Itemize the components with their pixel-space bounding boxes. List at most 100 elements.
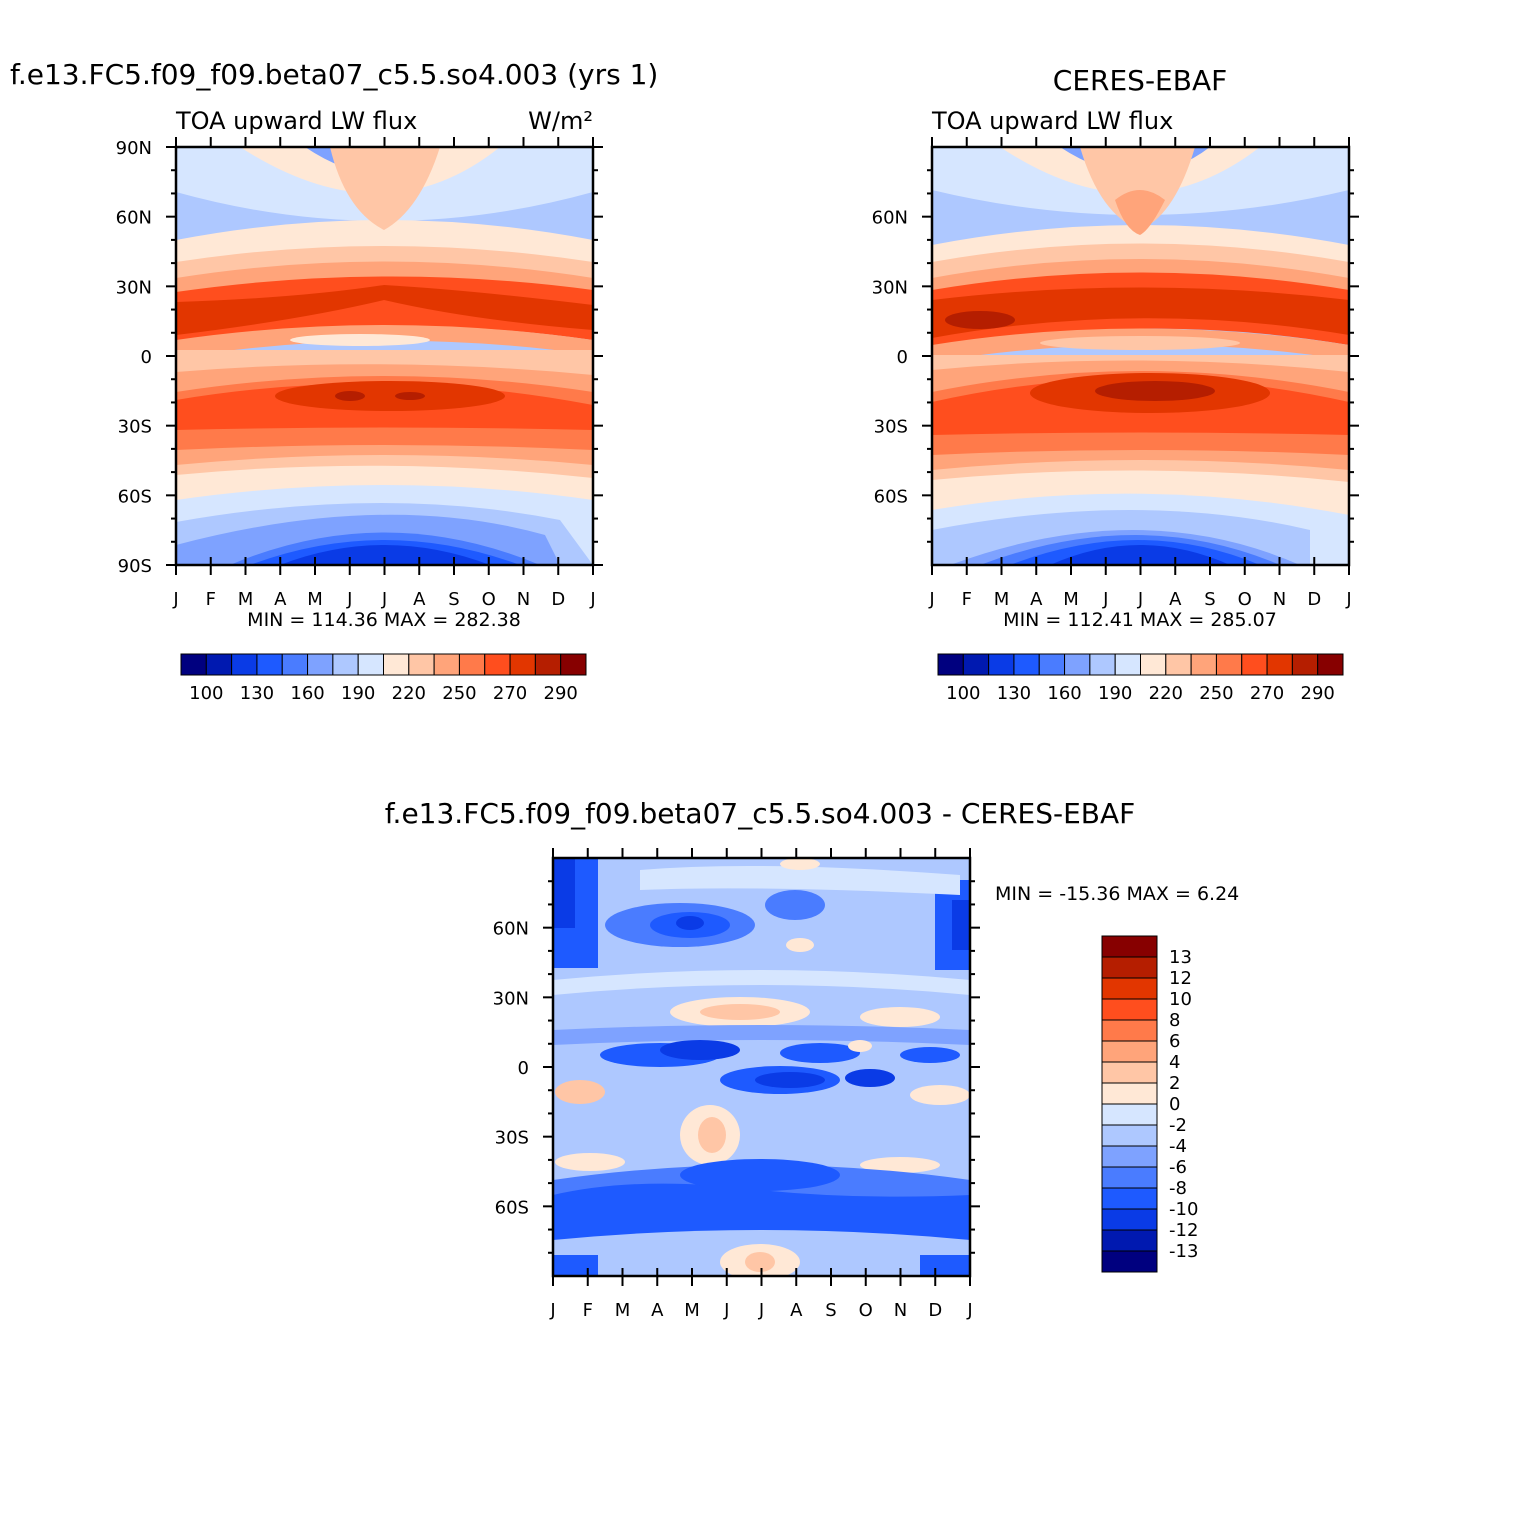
y-tick-label: 30S [495,1128,529,1149]
colorbar-label: 12 [1169,968,1192,989]
field-band [1115,190,1165,235]
colorbar-box [988,653,1015,676]
panel-diff-title: f.e13.FC5.f09_f09.beta07_c5.5.so4.003 - … [385,797,1136,830]
colorbar-box [1013,653,1040,676]
colorbar-label: -6 [1169,1157,1187,1178]
colorbar-box [1101,1229,1158,1252]
field-band [860,1007,940,1027]
colorbar-label: -4 [1169,1136,1187,1157]
colorbar-label: 270 [1250,683,1284,704]
colorbar-box [1101,1187,1158,1210]
colorbar-box [433,653,460,676]
y-tick-label: 90S [118,556,152,577]
panel-model-title: f.e13.FC5.f09_f09.beta07_c5.5.so4.003 (y… [10,58,658,91]
colorbar-label: 290 [1301,683,1335,704]
field-band [553,970,970,995]
panel-obs-yticklabels: 60N 30N 0 30S 60S [872,208,908,508]
field-band [1040,336,1240,350]
colorbar-box [1215,653,1243,676]
field-band [755,1072,825,1088]
colorbar-label: 8 [1169,1010,1180,1031]
colorbar-box [383,653,410,676]
field-band [395,392,425,400]
field-band [555,1080,605,1104]
colorbar-box [458,653,486,676]
colorbar-label: 13 [1169,947,1192,968]
x-tick-label: A [1169,589,1182,610]
field-band [780,858,820,870]
x-tick-label: J [346,589,352,610]
x-tick-label: N [1273,589,1286,610]
y-tick-label: 0 [897,347,908,368]
field-band [765,890,825,920]
field-band [680,1159,840,1191]
panel-model: f.e13.FC5.f09_f09.beta07_c5.5.so4.003 (y… [10,58,658,704]
field-band [745,1252,775,1272]
panel-diff-yticklabels: 60N 30N 0 30S 60S [493,919,529,1219]
x-tick-label: A [1030,589,1043,610]
colorbar-label: 250 [442,683,476,704]
field-band [845,1069,895,1087]
y-tick-label: 90N [116,138,152,159]
panel-obs-variable: TOA upward LW flux [931,107,1173,135]
x-tick-label: J [172,589,178,610]
colorbar-box [1101,1103,1158,1126]
x-tick-label: J [1345,589,1351,610]
colorbar-box [180,653,207,676]
x-tick-label: M [994,589,1010,610]
field-band [335,391,365,401]
field-band [900,1047,960,1063]
x-tick-label: J [966,1300,972,1321]
colorbar-box [231,653,258,676]
colorbar-box [1064,653,1091,676]
x-tick-label: O [859,1300,873,1321]
colorbar-box [1101,977,1158,1000]
panel-model-field [176,147,593,565]
x-tick-label: M [615,1300,631,1321]
field-band [660,1040,740,1060]
panel-obs-ticks [922,137,1359,575]
x-tick-label: F [583,1300,593,1321]
x-tick-label: D [1307,589,1321,610]
panel-obs: CERES-EBAF TOA upward LW flux [872,64,1359,704]
x-tick-label: F [206,589,216,610]
colorbar-box [1101,1082,1158,1105]
panel-diff-ticks [543,848,980,1286]
field-band [553,1255,598,1275]
colorbar-box [1266,653,1293,676]
y-tick-label: 30S [874,417,908,438]
colorbar-label: -12 [1169,1220,1198,1241]
colorbar-box [1291,653,1319,676]
colorbar-box [509,653,536,676]
field-band [952,900,970,950]
field-band [275,381,505,411]
y-tick-label: 60N [116,208,152,229]
colorbar-box [1101,1250,1158,1273]
x-tick-label: F [962,589,972,610]
x-tick-label: N [894,1300,907,1321]
y-tick-label: 60S [118,486,152,507]
field-band [290,334,430,346]
colorbar-box [1101,1040,1158,1063]
colorbar-label: 130 [240,683,274,704]
x-tick-label: O [482,589,496,610]
panel-diff: f.e13.FC5.f09_f09.beta07_c5.5.so4.003 - … [385,797,1240,1321]
panel-model-colorbar: 100 130 160 190 220 250 270 290 [180,653,587,704]
colorbar-box [281,653,309,676]
colorbar-box [205,653,233,676]
x-tick-label: S [448,589,459,610]
field-band [920,1255,970,1275]
colorbar-label: -10 [1169,1199,1198,1220]
colorbar-box [408,653,435,676]
panel-obs-title: CERES-EBAF [1053,64,1227,97]
x-tick-label: A [413,589,426,610]
colorbar-label: 220 [1149,683,1183,704]
field-band [553,1183,970,1240]
colorbar-label: 160 [290,683,324,704]
panel-model-variable: TOA upward LW flux [175,107,417,135]
